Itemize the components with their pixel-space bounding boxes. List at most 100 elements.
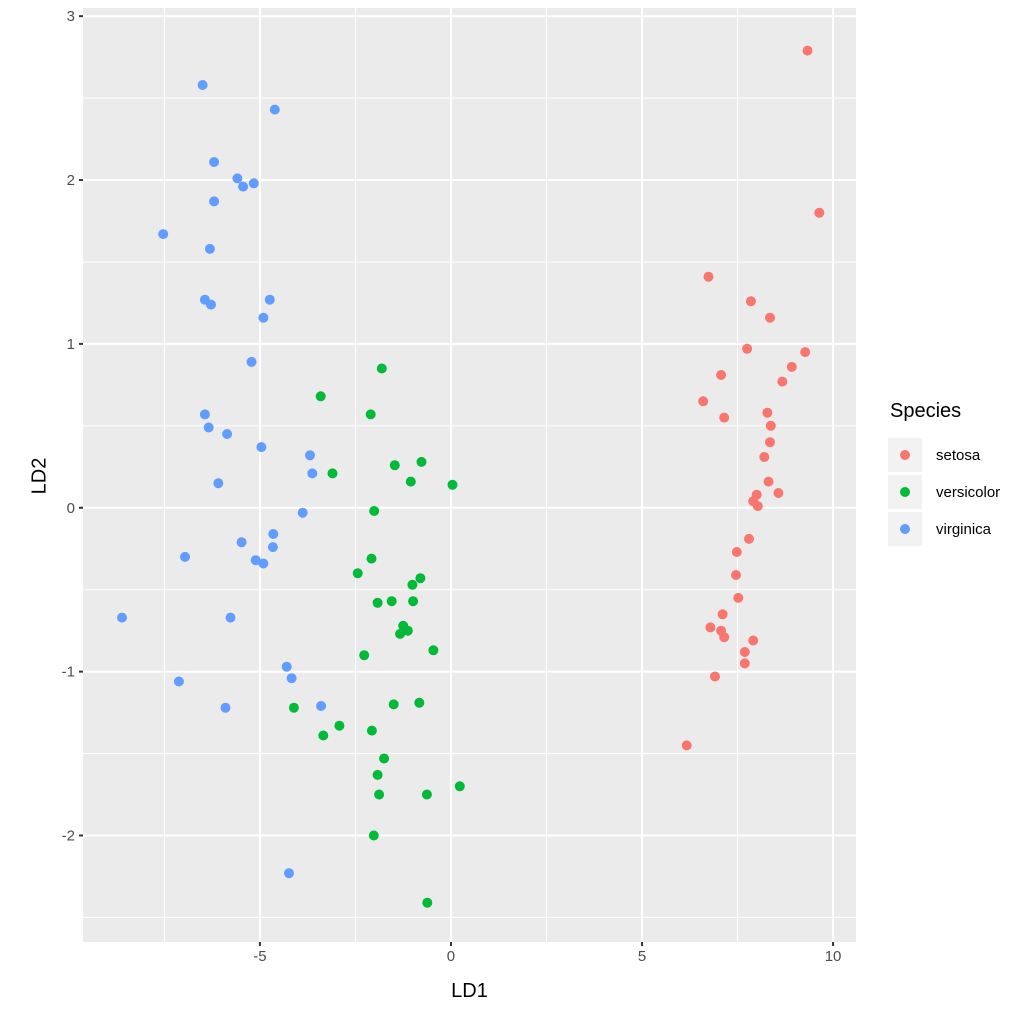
virginica-point-icon — [900, 524, 910, 534]
data-point-virginica — [173, 676, 184, 687]
data-point-setosa — [814, 207, 825, 218]
data-point-versicolor — [414, 697, 425, 708]
data-point-setosa — [748, 635, 759, 646]
data-point-setosa — [762, 407, 773, 418]
data-point-versicolor — [376, 363, 387, 374]
data-point-setosa — [745, 296, 756, 307]
legend-key-swatch — [888, 512, 922, 546]
legend-item-setosa: setosa — [888, 438, 1000, 472]
data-point-versicolor — [374, 789, 385, 800]
legend-label: versicolor — [936, 483, 1001, 501]
data-point-setosa — [731, 547, 742, 557]
data-point-virginica — [316, 701, 327, 711]
data-point-setosa — [719, 632, 730, 643]
data-point-virginica — [281, 661, 292, 672]
data-point-versicolor — [405, 476, 416, 487]
data-point-setosa — [717, 609, 728, 620]
x-axis-title: LD1 — [451, 980, 488, 1002]
data-point-virginica — [197, 80, 208, 90]
x-tick-label: 0 — [447, 948, 455, 965]
data-point-setosa — [777, 376, 788, 387]
data-point-versicolor — [422, 897, 433, 908]
y-tick-label: 0 — [67, 500, 75, 517]
setosa-point-icon — [900, 450, 910, 460]
legend-item-virginica: virginica — [888, 512, 1000, 546]
legend-title: Species — [890, 400, 962, 422]
data-point-setosa — [719, 412, 730, 423]
data-point-versicolor — [369, 506, 380, 516]
legend-label: setosa — [936, 446, 981, 464]
y-tick-label: 2 — [67, 172, 75, 189]
data-point-virginica — [203, 422, 214, 433]
data-point-virginica — [246, 356, 257, 367]
y-tick-label: 1 — [67, 336, 75, 353]
data-point-versicolor — [368, 830, 379, 841]
data-point-virginica — [204, 243, 215, 254]
y-tick-label: -1 — [62, 664, 75, 681]
data-point-virginica — [199, 409, 210, 420]
data-point-versicolor — [379, 753, 390, 764]
plot-panel — [83, 8, 856, 942]
data-point-virginica — [256, 442, 267, 453]
legend: Species setosa versicolor virginica — [888, 400, 1000, 549]
data-point-setosa — [716, 370, 727, 380]
data-point-virginica — [206, 299, 216, 310]
data-point-virginica — [307, 468, 318, 479]
legend-key-swatch — [888, 438, 922, 472]
data-point-versicolor — [288, 702, 299, 713]
data-point-virginica — [220, 702, 231, 713]
data-point-versicolor — [402, 625, 413, 636]
data-point-virginica — [248, 178, 259, 189]
data-point-virginica — [284, 868, 294, 879]
data-point-versicolor — [315, 391, 326, 402]
data-point-virginica — [258, 558, 269, 569]
data-point-virginica — [213, 478, 224, 489]
data-point-versicolor — [352, 568, 363, 579]
data-point-versicolor — [334, 720, 345, 731]
data-point-virginica — [238, 181, 249, 192]
data-point-versicolor — [366, 553, 377, 564]
data-point-setosa — [763, 476, 774, 487]
data-point-virginica — [267, 542, 278, 553]
data-point-virginica — [268, 529, 279, 539]
data-point-virginica — [269, 104, 280, 115]
x-tick-label: 10 — [825, 948, 842, 965]
x-tick-label: -5 — [253, 948, 266, 965]
y-axis-title: LD2 — [28, 457, 51, 495]
data-point-versicolor — [359, 650, 370, 661]
data-point-setosa — [786, 361, 797, 372]
data-point-virginica — [209, 196, 220, 207]
data-point-virginica — [297, 507, 308, 518]
data-point-virginica — [117, 612, 127, 623]
data-point-virginica — [225, 612, 236, 623]
data-point-setosa — [765, 312, 775, 323]
data-point-versicolor — [389, 460, 400, 471]
y-tick-label: 3 — [67, 8, 75, 25]
data-point-setosa — [739, 647, 750, 657]
data-point-versicolor — [388, 699, 399, 710]
data-point-setosa — [759, 452, 770, 462]
data-point-versicolor — [416, 456, 427, 467]
data-point-versicolor — [447, 479, 458, 490]
data-point-versicolor — [408, 596, 419, 607]
data-point-setosa — [802, 45, 813, 56]
data-point-virginica — [232, 173, 243, 184]
data-point-versicolor — [365, 409, 376, 420]
data-point-versicolor — [428, 645, 439, 656]
data-point-virginica — [180, 551, 190, 562]
data-point-setosa — [731, 570, 741, 580]
legend-item-versicolor: versicolor — [888, 475, 1000, 509]
data-point-setosa — [744, 533, 754, 544]
data-point-setosa — [773, 488, 784, 498]
data-point-virginica — [264, 294, 275, 305]
data-point-versicolor — [372, 597, 383, 608]
legend-key-swatch — [888, 475, 922, 509]
data-point-setosa — [765, 437, 775, 448]
data-point-versicolor — [421, 789, 432, 800]
legend-label: virginica — [936, 520, 992, 538]
data-point-versicolor — [454, 781, 465, 792]
data-point-versicolor — [327, 468, 338, 479]
data-point-virginica — [209, 157, 220, 167]
